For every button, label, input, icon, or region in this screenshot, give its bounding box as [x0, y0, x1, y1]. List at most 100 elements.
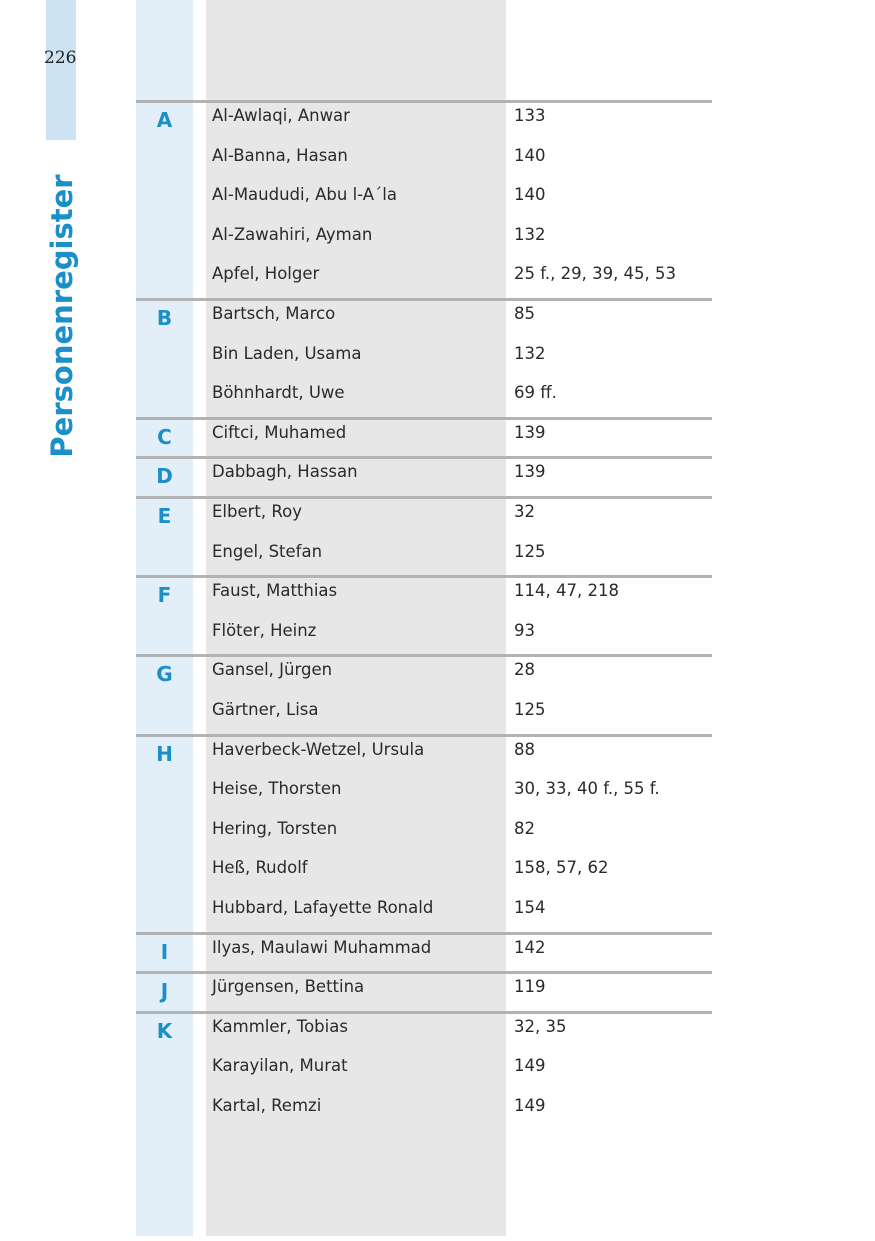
person-name: Hering, Torsten	[212, 818, 338, 838]
group-letter: E	[157, 504, 172, 528]
person-name: Dabbagh, Hassan	[212, 462, 358, 482]
person-name: Jürgensen, Bettina	[212, 977, 365, 997]
person-name: Elbert, Roy	[212, 502, 302, 521]
index-entry: Faust, Matthias 114, 47, 218	[136, 575, 712, 615]
person-name: Al-Awlaqi, Anwar	[212, 106, 350, 125]
group-letter: D	[156, 464, 173, 489]
page-references: 140	[514, 145, 546, 165]
index-entry: Al-Awlaqi, Anwar 133	[136, 100, 712, 140]
index-entry: Elbert, Roy 32	[136, 496, 712, 536]
page-references: 30, 33, 40 f., 55 f.	[514, 779, 660, 799]
index-entry: Bartsch, Marco 85	[136, 298, 712, 338]
page-references: 28	[514, 660, 535, 680]
person-name: Apfel, Holger	[212, 264, 320, 284]
page-references: 125	[514, 541, 546, 561]
group-letter: B	[156, 306, 173, 330]
person-name: Gansel, Jürgen	[212, 660, 333, 680]
person-name: Engel, Stefan	[212, 541, 323, 561]
page-references: 85	[514, 304, 535, 323]
page-references: 139	[514, 422, 546, 442]
index-entry: Flöter, Heinz 93	[136, 615, 712, 655]
person-name: Al-Banna, Hasan	[212, 145, 348, 165]
index-entry: Al-Zawahiri, Ayman 132	[136, 219, 712, 259]
name-column-background	[206, 0, 506, 1236]
group-letter: K	[156, 1018, 173, 1043]
page-number: 226	[44, 48, 77, 68]
page-references: 132	[514, 224, 546, 244]
person-name: Flöter, Heinz	[212, 620, 317, 640]
person-name: Ciftci, Muhamed	[212, 422, 347, 442]
page-references: 32, 35	[514, 1016, 567, 1036]
index-entry: Hubbard, Lafayette Ronald 154	[136, 892, 712, 932]
index-entry: Karayilan, Murat 149	[136, 1050, 712, 1090]
index-entry: Gansel, Jürgen 28	[136, 654, 712, 694]
index-group-e: E Elbert, Roy 32 Engel, Stefan 125	[136, 496, 712, 575]
index-entry: Kartal, Remzi 149	[136, 1090, 712, 1130]
page-references: 32	[514, 502, 535, 521]
letter-column-background	[136, 0, 193, 1236]
page-references: 140	[514, 185, 546, 205]
index-group-k: K Kammler, Tobias 32, 35 Karayilan, Murat 14…	[136, 1010, 712, 1130]
index-entry: Al-Maududi, Abu l-A´la 140	[136, 179, 712, 219]
person-name: Bartsch, Marco	[212, 304, 336, 323]
page-references: 88	[514, 739, 535, 759]
person-name: Kartal, Remzi	[212, 1095, 322, 1115]
index-entry: Bin Laden, Usama 132	[136, 338, 712, 378]
index-entry: Jürgensen, Bettina 119	[136, 971, 712, 1011]
person-name: Al-Zawahiri, Ayman	[212, 224, 373, 244]
index-entry: Apfel, Holger 25 f., 29, 39, 45, 53	[136, 258, 712, 298]
page-references: 69 ff.	[514, 383, 557, 403]
page-references: 158, 57, 62	[514, 858, 609, 878]
group-letter: I	[160, 939, 169, 964]
person-name: Heise, Thorsten	[212, 779, 342, 799]
index-group-i: I Ilyas, Maulawi Muhammad 142	[136, 931, 712, 972]
index-entry: Ciftci, Muhamed 139	[136, 417, 712, 457]
person-name: Hubbard, Lafayette Ronald	[212, 897, 434, 917]
person-name: Gärtner, Lisa	[212, 699, 319, 719]
person-name: Bin Laden, Usama	[212, 343, 362, 363]
page-references: 132	[514, 343, 546, 363]
index-entry: Heise, Thorsten 30, 33, 40 f., 55 f.	[136, 773, 712, 813]
person-name: Böhnhardt, Uwe	[212, 383, 345, 403]
index-group-g: G Gansel, Jürgen 28 Gärtner, Lisa 125	[136, 654, 712, 733]
section-title: Personenregister	[45, 174, 79, 458]
index-group-f: F Faust, Matthias 114, 47, 218 Flöter, Hein…	[136, 575, 712, 654]
index-group-b: B Bartsch, Marco 85 Bin Laden, Usama 132 Böhn…	[136, 298, 712, 417]
index-group-h: H Haverbeck-Wetzel, Ursula 88 Heise, Thorst…	[136, 733, 712, 932]
person-name: Heß, Rudolf	[212, 858, 308, 878]
index-entry: Kammler, Tobias 32, 35	[136, 1011, 712, 1051]
index-entry: Al-Banna, Hasan 140	[136, 140, 712, 180]
page-references: 93	[514, 620, 535, 640]
index-entry: Böhnhardt, Uwe 69 ff.	[136, 377, 712, 417]
page-references: 133	[514, 106, 546, 125]
page-references: 142	[514, 937, 546, 957]
person-name: Haverbeck-Wetzel, Ursula	[212, 739, 425, 759]
person-name: Faust, Matthias	[212, 581, 338, 601]
index-entry: Heß, Rudolf 158, 57, 62	[136, 852, 712, 892]
page-references: 114, 47, 218	[514, 581, 619, 601]
person-name: Al-Maududi, Abu l-A´la	[212, 185, 397, 205]
index-entry: Ilyas, Maulawi Muhammad 142	[136, 932, 712, 972]
group-letter: H	[156, 741, 173, 766]
index-entry: Haverbeck-Wetzel, Ursula 88	[136, 734, 712, 774]
page-references: 149	[514, 1095, 546, 1115]
person-name: Ilyas, Maulawi Muhammad	[212, 937, 432, 957]
page-tab-marker	[46, 0, 76, 140]
index-group-a: A Al-Awlaqi, Anwar 133 Al-Banna, Hasan 140 Al…	[136, 100, 712, 298]
index-entry: Gärtner, Lisa 125	[136, 694, 712, 734]
page-references: 25 f., 29, 39, 45, 53	[514, 264, 677, 284]
index-entry: Dabbagh, Hassan 139	[136, 456, 712, 496]
page-references: 139	[514, 462, 546, 482]
group-letter: A	[156, 108, 173, 132]
index-entry: Hering, Torsten 82	[136, 813, 712, 853]
page-references: 154	[514, 897, 546, 917]
person-name: Kammler, Tobias	[212, 1016, 348, 1036]
index-group-c: C Ciftci, Muhamed 139	[136, 416, 712, 457]
group-letter: J	[160, 979, 169, 1004]
person-name: Karayilan, Murat	[212, 1056, 348, 1076]
group-letter: G	[156, 662, 173, 687]
page-references: 119	[514, 977, 546, 997]
index-group-d: D Dabbagh, Hassan 139	[136, 456, 712, 496]
group-letter: C	[157, 424, 172, 449]
page-references: 125	[514, 699, 546, 719]
